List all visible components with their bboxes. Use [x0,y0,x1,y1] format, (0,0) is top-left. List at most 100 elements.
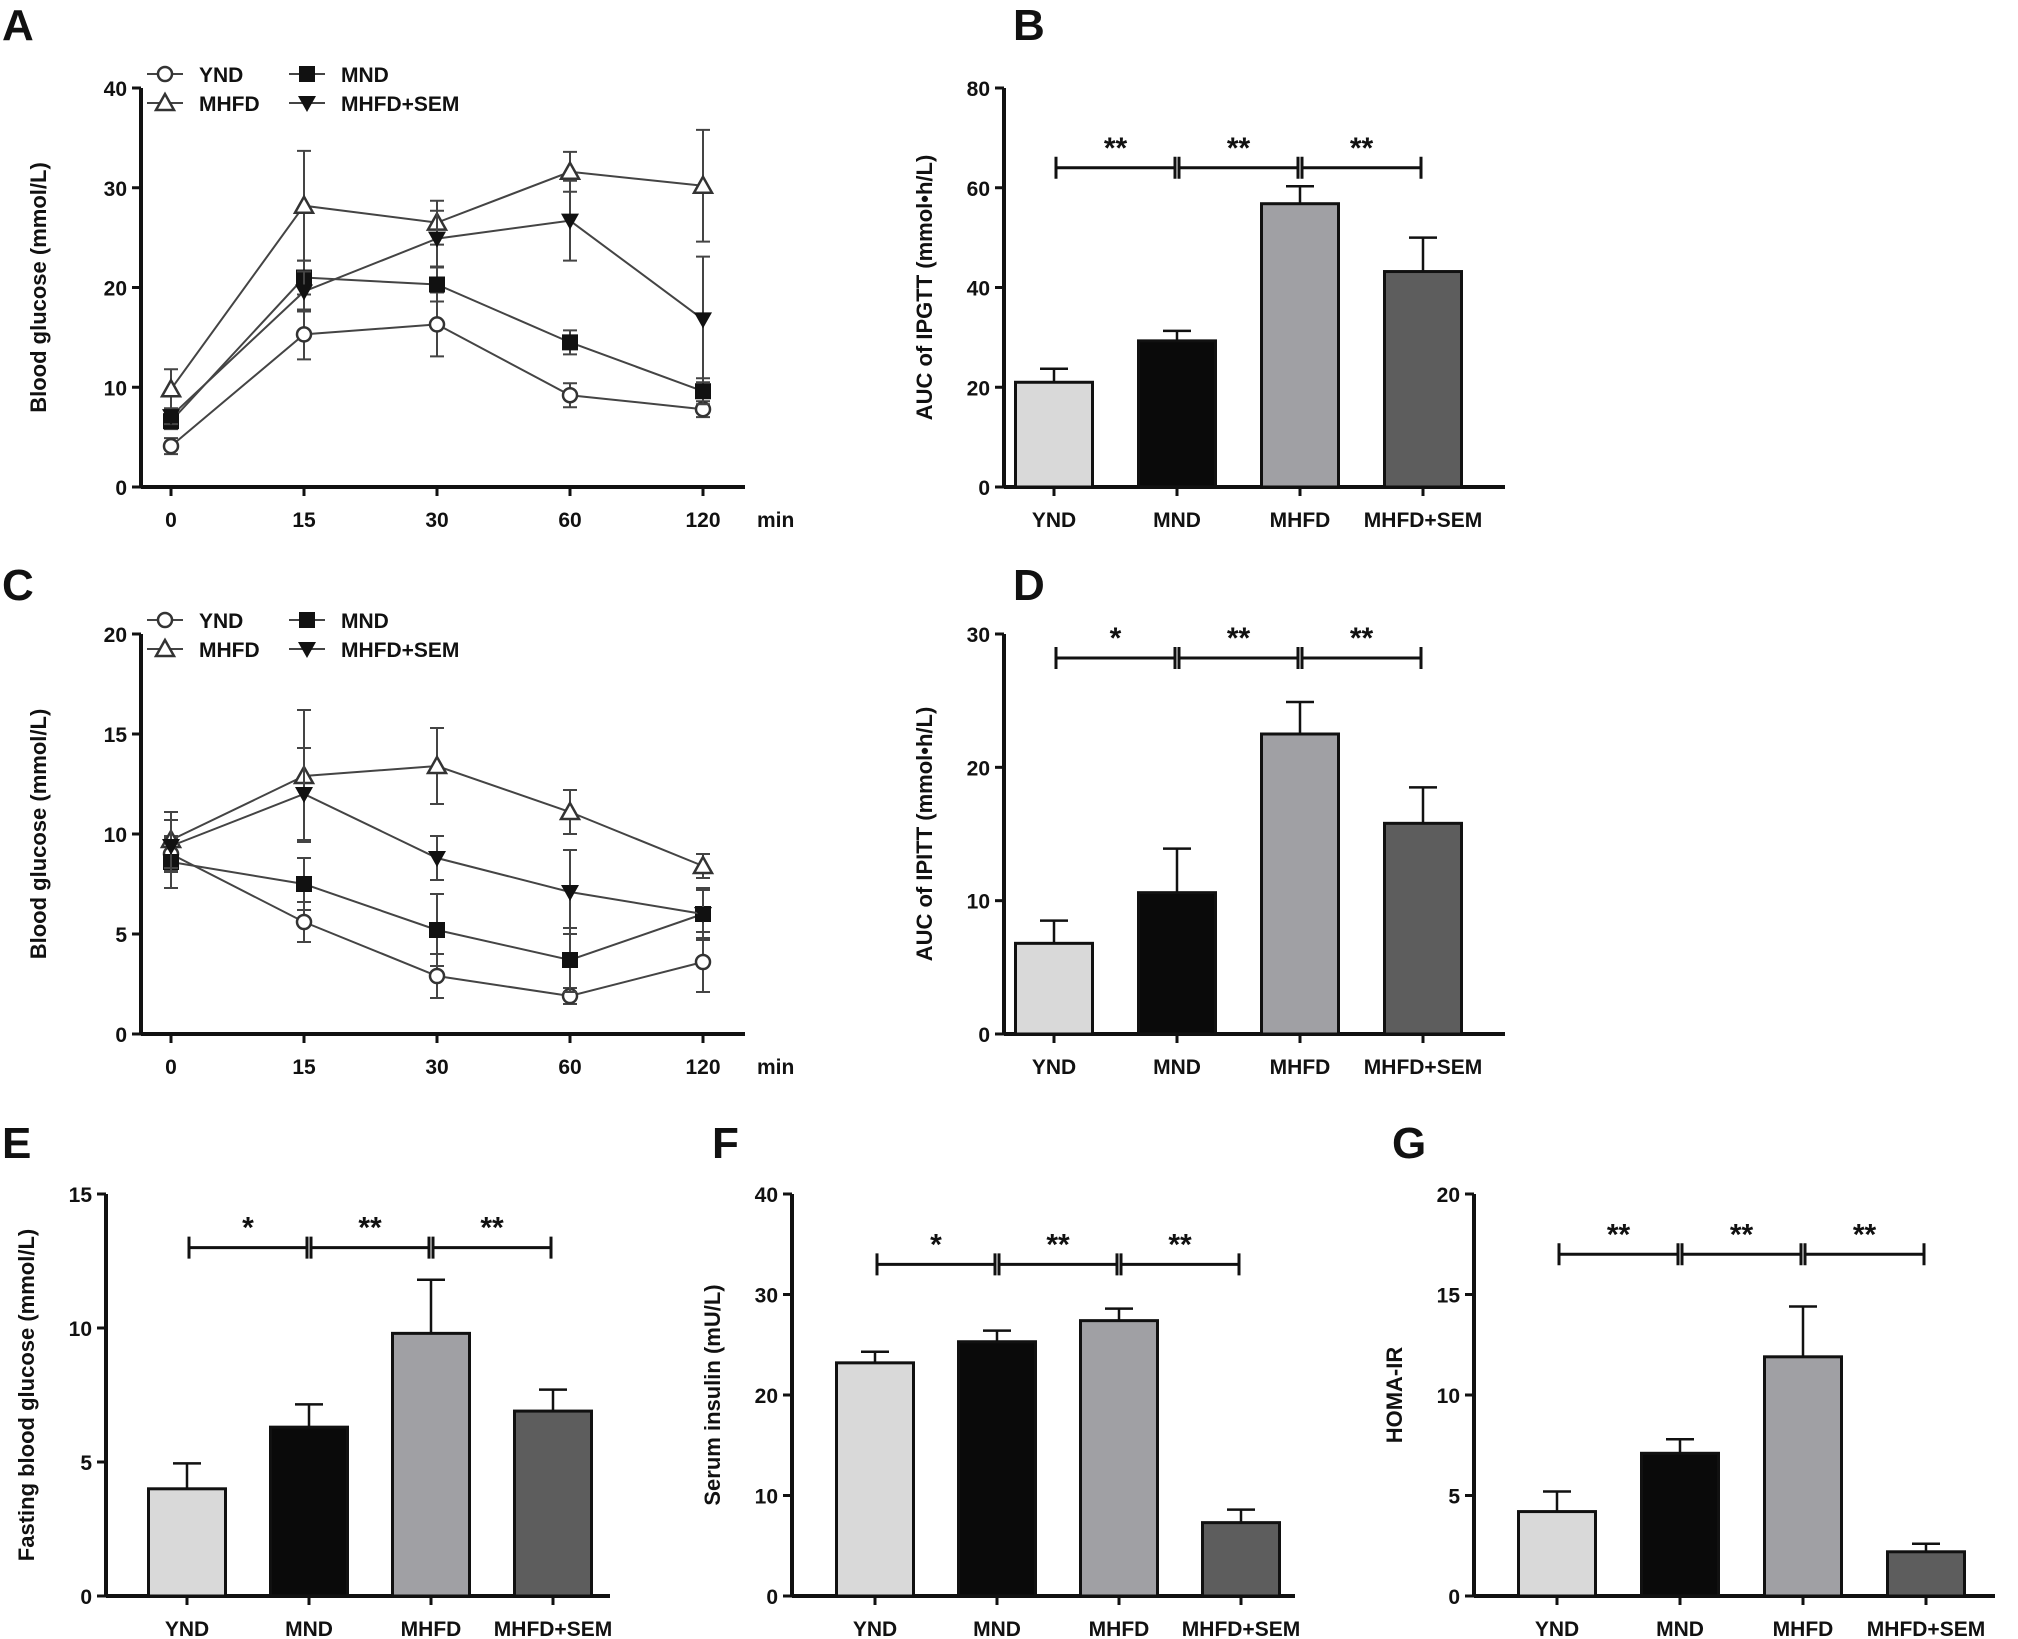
error-bar [1286,700,1314,734]
panel-letter: E [2,1119,31,1168]
marker-filled-triangle-down [298,96,316,112]
y-tick-label: 0 [1448,1586,1460,1609]
x-tick-label: MHFD+SEM [1364,1056,1482,1079]
y-tick-label: 15 [69,1184,93,1207]
marker-open-circle [156,611,174,629]
significance-label: ** [1227,132,1251,165]
marker-open-triangle [153,637,177,658]
marker-filled-triangle-down [162,839,180,855]
error-bar [1543,1490,1571,1512]
significance-label: ** [358,1212,382,1245]
marker-filled-triangle-down [295,284,313,301]
bar-mnd [1640,1451,1720,1598]
error-bar [1409,236,1437,272]
x-tick-label: MHFD [1089,1618,1150,1639]
series-mhfd [159,128,715,411]
marker-filled-square [562,952,578,968]
significance-bracket [1177,156,1300,179]
x-tick-label: MHFD [401,1618,462,1639]
significance-bracket [1119,1253,1241,1276]
bar-mhfd [1763,1355,1843,1598]
x-tick-label: YND [1032,509,1076,532]
y-tick-label: 0 [978,477,990,500]
error-bar [1286,185,1314,204]
error-bar [1789,1305,1817,1357]
significance-bracket [997,1253,1119,1276]
error-bar [295,1403,323,1428]
marker-open-circle [694,953,712,971]
panel-letter: A [2,1,34,50]
y-tick-label: 40 [967,278,990,301]
marker-open-triangle [558,160,582,181]
legend-label: MHFD+SEM [341,639,459,662]
x-tick-label: 0 [165,1056,177,1079]
error-bar [417,1278,445,1334]
significance-bracket [431,1236,553,1259]
significance-bracket [1300,647,1423,669]
significance-bracket [1680,1243,1803,1266]
bar-ynd [1517,1510,1597,1598]
y-axis-label: Blood glucose (mmol/L) [26,709,51,960]
legend: YND MND MHFD MHFD+SEM [147,610,459,662]
error-bar [1163,847,1191,893]
marker-filled-square [695,383,711,400]
y-tick-label: 30 [755,1285,778,1308]
significance-bracket [1300,156,1423,179]
bar-mhfd-sem [1201,1521,1281,1598]
y-tick-label: 15 [1437,1285,1461,1308]
y-axis-label: AUC of IPGTT (mmol•h/L) [912,155,937,421]
legend-label: YND [199,64,243,87]
panel-g: G 0 5 10 15 20 HOMA-IR YND MND MHFD MHFD+SEM ** ** ** [1382,1119,1995,1639]
significance-label: ** [1730,1218,1754,1251]
legend-label: MND [341,64,389,87]
y-tick-label: 40 [104,78,127,101]
bar-mhfd [1079,1319,1159,1598]
error-bar [173,1462,201,1489]
y-tick-label: 10 [755,1486,778,1509]
legend-label: MHFD+SEM [341,93,459,116]
panel-letter: F [712,1119,739,1168]
marker-open-triangle [691,854,715,875]
error-bar [1105,1307,1133,1321]
marker-filled-square [296,876,312,892]
y-tick-label: 40 [755,1184,778,1207]
panel-f: F 0 10 20 30 40 Serum insulin (mU/L) YND MND MHFD… [700,1119,1300,1639]
y-tick-label: 0 [978,1024,990,1047]
panel-a: A 0 10 20 30 40 Blood glucose (mmol/L) 0 15 30 60 1… [2,1,794,532]
x-tick-label: MHFD+SEM [1867,1618,1985,1639]
x-tick-label: YND [1535,1618,1579,1639]
significance-label: * [930,1228,942,1261]
marker-open-circle [561,386,579,404]
x-tick-label: 0 [165,509,177,532]
x-tick-label: 15 [292,509,316,532]
marker-open-triangle [558,800,582,821]
marker-filled-triangle-down [298,642,316,658]
panel-letter: C [2,561,34,610]
significance-label: ** [1607,1218,1631,1251]
x-tick-label: 120 [685,1056,720,1079]
y-tick-label: 20 [755,1385,778,1408]
significance-label: ** [1350,132,1374,165]
marker-open-circle [156,65,174,83]
significance-bracket [1557,1243,1680,1266]
x-unit-label: min [757,1056,794,1079]
marker-filled-triangle-down [561,885,579,901]
x-tick-label: YND [853,1618,897,1639]
panel-b: B 0 20 40 60 80 AUC of IPGTT (mmol•h/L) YND MND M… [912,1,1505,532]
x-tick-label: MHFD+SEM [1182,1618,1300,1639]
y-tick-label: 20 [1437,1184,1460,1207]
bar-mhfd-sem [1886,1550,1966,1598]
marker-filled-square [299,612,315,628]
x-tick-label: YND [165,1618,209,1639]
y-axis-label: Fasting blood glucose (mmol/L) [14,1229,39,1561]
y-tick-label: 0 [115,477,127,500]
significance-bracket [1054,156,1177,179]
x-tick-label: 120 [685,509,720,532]
significance-bracket [187,1236,309,1259]
y-tick-label: 10 [104,377,127,400]
bar-mnd [269,1425,349,1598]
legend-label: MND [341,610,389,633]
x-tick-label: MND [285,1618,333,1639]
legend-label: MHFD [199,639,260,662]
